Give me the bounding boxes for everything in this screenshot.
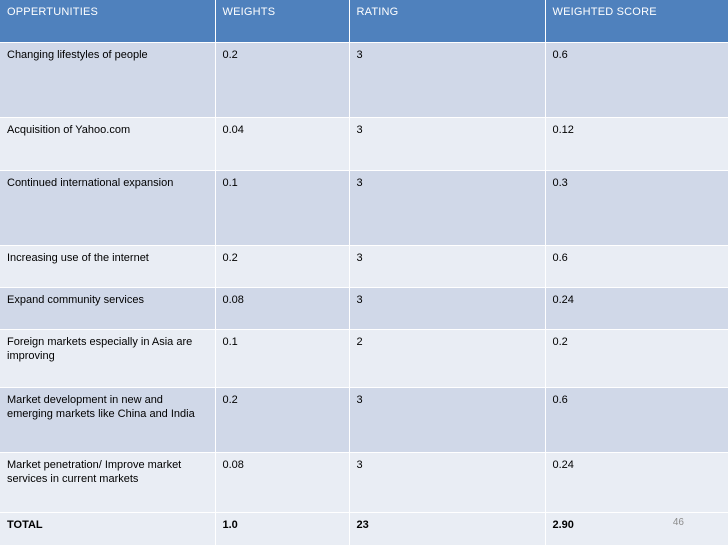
header-weighted-score: WEIGHTED SCORE: [545, 0, 728, 43]
total-weight: 1.0: [215, 512, 350, 546]
score-cell: 0.6: [545, 42, 728, 118]
header-rating: RATING: [349, 0, 546, 43]
opportunity-cell: Market penetration/ Improve market servi…: [0, 452, 216, 513]
total-rating: 23: [349, 512, 546, 546]
weight-cell: 0.1: [215, 329, 350, 388]
table-row: Foreign markets especially in Asia are i…: [0, 329, 728, 388]
table-row: Market development in new and emerging m…: [0, 387, 728, 453]
rating-cell: 3: [349, 452, 546, 513]
opportunity-cell: Market development in new and emerging m…: [0, 387, 216, 453]
rating-cell: 3: [349, 42, 546, 118]
slide-number: 46: [672, 517, 684, 528]
score-cell: 0.2: [545, 329, 728, 388]
header-weights: WEIGHTS: [215, 0, 350, 43]
rating-cell: 3: [349, 117, 546, 171]
header-row: OPPERTUNITIES WEIGHTS RATING WEIGHTED SC…: [0, 0, 728, 43]
total-score: 2.90: [545, 512, 728, 546]
weight-cell: 0.04: [215, 117, 350, 171]
table-row: Market penetration/ Improve market servi…: [0, 452, 728, 513]
opportunity-cell: Continued international expansion: [0, 170, 216, 246]
table-row: Changing lifestyles of people 0.2 3 0.6: [0, 42, 728, 118]
opportunity-cell: Expand community services: [0, 287, 216, 330]
rating-cell: 2: [349, 329, 546, 388]
total-label: TOTAL: [0, 512, 216, 546]
weight-cell: 0.1: [215, 170, 350, 246]
opportunity-cell: Acquisition of Yahoo.com: [0, 117, 216, 171]
total-row: TOTAL 1.0 23 2.90: [0, 512, 728, 546]
table-row: Increasing use of the internet 0.2 3 0.6: [0, 245, 728, 288]
rating-cell: 3: [349, 170, 546, 246]
weight-cell: 0.2: [215, 387, 350, 453]
score-cell: 0.24: [545, 287, 728, 330]
weight-cell: 0.2: [215, 245, 350, 288]
score-cell: 0.12: [545, 117, 728, 171]
table-row: Acquisition of Yahoo.com 0.04 3 0.12: [0, 117, 728, 171]
table-row: Expand community services 0.08 3 0.24: [0, 287, 728, 330]
header-opportunities: OPPERTUNITIES: [0, 0, 216, 43]
weight-cell: 0.2: [215, 42, 350, 118]
table-row: Continued international expansion 0.1 3 …: [0, 170, 728, 246]
weight-cell: 0.08: [215, 452, 350, 513]
score-cell: 0.6: [545, 245, 728, 288]
opportunity-cell: Increasing use of the internet: [0, 245, 216, 288]
score-cell: 0.3: [545, 170, 728, 246]
score-cell: 0.6: [545, 387, 728, 453]
opportunity-cell: Changing lifestyles of people: [0, 42, 216, 118]
score-cell: 0.24: [545, 452, 728, 513]
weight-cell: 0.08: [215, 287, 350, 330]
rating-cell: 3: [349, 287, 546, 330]
opportunity-cell: Foreign markets especially in Asia are i…: [0, 329, 216, 388]
rating-cell: 3: [349, 245, 546, 288]
rating-cell: 3: [349, 387, 546, 453]
